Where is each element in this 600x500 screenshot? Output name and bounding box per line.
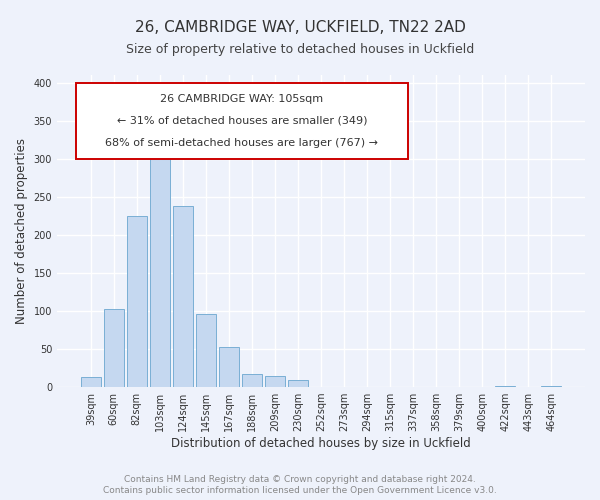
Bar <box>541 386 561 387</box>
FancyBboxPatch shape <box>76 83 408 160</box>
Bar <box>242 374 262 387</box>
Bar <box>196 314 216 387</box>
Bar <box>150 144 170 387</box>
Text: Contains HM Land Registry data © Crown copyright and database right 2024.: Contains HM Land Registry data © Crown c… <box>124 474 476 484</box>
Text: Size of property relative to detached houses in Uckfield: Size of property relative to detached ho… <box>126 42 474 56</box>
Bar <box>219 346 239 387</box>
Bar <box>173 206 193 387</box>
Bar <box>81 377 101 387</box>
Text: Contains public sector information licensed under the Open Government Licence v3: Contains public sector information licen… <box>103 486 497 495</box>
Bar <box>496 386 515 387</box>
Y-axis label: Number of detached properties: Number of detached properties <box>15 138 28 324</box>
Text: ← 31% of detached houses are smaller (349): ← 31% of detached houses are smaller (34… <box>116 116 367 126</box>
Text: 26 CAMBRIDGE WAY: 105sqm: 26 CAMBRIDGE WAY: 105sqm <box>160 94 323 104</box>
Bar <box>127 216 146 387</box>
Bar <box>104 308 124 387</box>
Text: 68% of semi-detached houses are larger (767) →: 68% of semi-detached houses are larger (… <box>106 138 379 148</box>
Text: 26, CAMBRIDGE WAY, UCKFIELD, TN22 2AD: 26, CAMBRIDGE WAY, UCKFIELD, TN22 2AD <box>134 20 466 35</box>
Bar <box>288 380 308 387</box>
X-axis label: Distribution of detached houses by size in Uckfield: Distribution of detached houses by size … <box>171 437 471 450</box>
Bar <box>265 376 285 387</box>
